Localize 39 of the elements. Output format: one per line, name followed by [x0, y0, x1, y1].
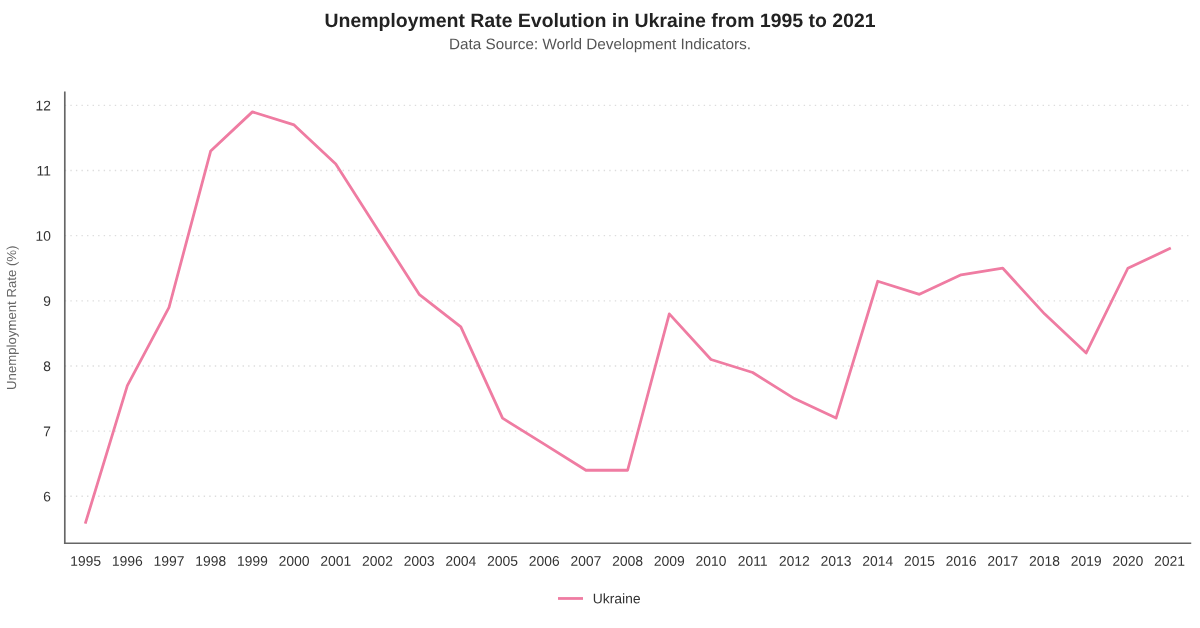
x-tick-label: 2017 [988, 556, 1018, 566]
x-tick-label: 2006 [529, 556, 560, 566]
x-tick-label: 2010 [696, 556, 726, 566]
x-tick-label: 2012 [779, 556, 810, 566]
y-tick-label: 10 [36, 231, 51, 241]
y-tick-label: 9 [43, 296, 51, 306]
x-tick-label: 2005 [487, 556, 518, 566]
x-tick-label: 2004 [446, 556, 476, 566]
x-tick-label: 2009 [654, 556, 685, 566]
x-tick-label: 2007 [571, 556, 601, 566]
y-tick-label: 6 [43, 491, 51, 502]
x-tick-label: 2008 [612, 556, 643, 566]
y-tick-label: 7 [43, 426, 51, 437]
x-tick-label: 2013 [821, 556, 851, 566]
x-tick-label: 2021 [1154, 556, 1185, 566]
x-tick-label: 1995 [71, 556, 101, 566]
x-tick-label: 2000 [279, 556, 309, 566]
x-tick-label: 2002 [362, 556, 393, 566]
legend-label: Ukraine [593, 593, 640, 604]
x-tick-label: 2003 [404, 556, 434, 566]
x-tick-label: 2019 [1071, 556, 1101, 566]
x-tick-label: 2011 [738, 556, 767, 566]
y-tick-label: 11 [37, 165, 51, 176]
y-axis-title: Unemployment Rate (%) [6, 246, 19, 389]
x-tick-label: 2016 [946, 556, 976, 566]
x-tick-label: 1996 [112, 556, 143, 566]
x-tick-label: 1998 [196, 556, 226, 566]
x-tick-label: 2018 [1029, 556, 1060, 566]
line-series [84, 110, 1171, 524]
x-tick-label: 2015 [904, 556, 935, 566]
x-tick-label: 2001 [321, 556, 351, 566]
chart-subtitle: Data Source: World Development Indicators. [450, 38, 750, 53]
y-tick-label: 8 [43, 361, 51, 372]
y-tick-label: 12 [36, 100, 51, 111]
x-tick-label: 2014 [862, 556, 893, 566]
x-tick-label: 1997 [154, 556, 184, 566]
x-tick-label: 2020 [1113, 556, 1143, 566]
chart-title: Unemployment Rate Evolution in Ukraine from 1995 to 2021 [325, 12, 876, 32]
x-tick-label: 1999 [238, 556, 268, 566]
